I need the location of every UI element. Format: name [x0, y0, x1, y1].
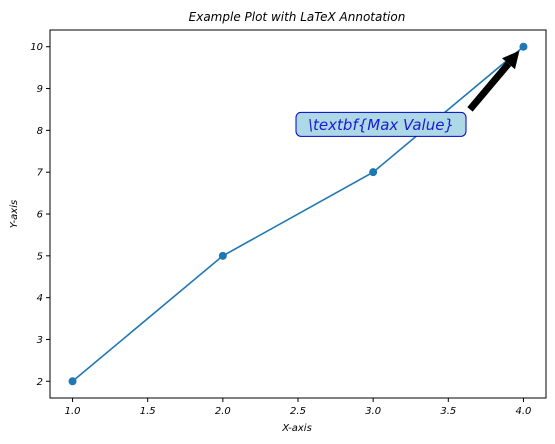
annotation-box — [295, 111, 467, 137]
annotation: \textbf{Max Value} — [295, 50, 520, 137]
data-point — [68, 377, 77, 386]
x-tick-label: 2.5 — [290, 406, 306, 417]
x-tick-label: 2.0 — [215, 406, 231, 417]
y-tick-label: 10 — [30, 42, 43, 53]
x-ticks: 1.0 1.5 2.0 2.5 3.0 3.5 4.0 — [65, 398, 532, 417]
data-series — [68, 42, 528, 386]
x-tick-label: 1.5 — [140, 406, 156, 417]
y-tick-label: 2 — [37, 377, 43, 388]
y-tick-label: 6 — [37, 210, 43, 221]
x-tick-label: 3.0 — [365, 406, 381, 417]
y-tick-label: 9 — [37, 84, 43, 95]
y-axis-label: Y-axis — [9, 200, 20, 228]
x-tick-label: 4.0 — [516, 406, 532, 417]
y-tick-label: 4 — [37, 293, 43, 304]
y-tick-label: 8 — [37, 126, 43, 137]
data-point — [519, 42, 528, 51]
y-ticks: 2 3 4 5 6 7 8 9 10 — [30, 42, 50, 388]
series-line — [72, 46, 524, 382]
chart-title: Example Plot with LaTeX Annotation — [189, 10, 406, 24]
y-tick-label: 7 — [37, 168, 44, 179]
annotation-text: \textbf{Max Value} — [308, 116, 454, 134]
y-tick-label: 3 — [37, 335, 43, 346]
annotation-arrow-head — [501, 50, 520, 70]
data-point — [369, 168, 378, 177]
x-tick-label: 1.0 — [65, 406, 81, 417]
data-point — [218, 251, 227, 260]
annotation-arrow-shaft — [467, 61, 512, 112]
x-tick-label: 3.5 — [440, 406, 456, 417]
x-axis-label: X-axis — [281, 423, 312, 434]
y-tick-label: 5 — [37, 251, 43, 262]
